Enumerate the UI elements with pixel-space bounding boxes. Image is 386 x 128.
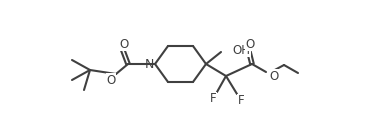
Text: O: O <box>269 70 278 83</box>
Text: OH: OH <box>232 44 250 56</box>
Text: O: O <box>107 73 116 87</box>
Text: F: F <box>238 94 244 108</box>
Text: O: O <box>245 38 255 51</box>
Text: N: N <box>144 57 154 71</box>
Text: F: F <box>210 93 216 105</box>
Text: O: O <box>119 38 129 51</box>
